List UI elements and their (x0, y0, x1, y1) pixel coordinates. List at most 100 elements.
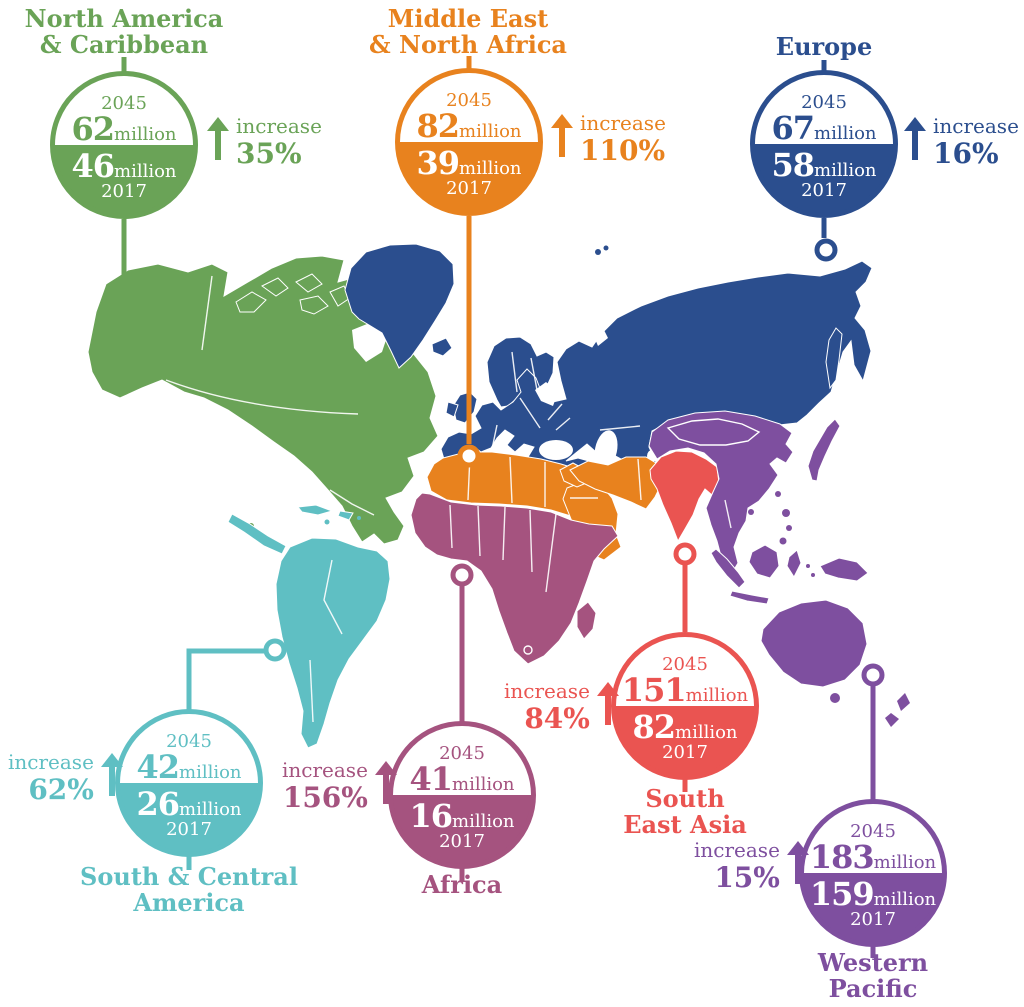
map-pin-western-pacific (861, 663, 885, 687)
unit-label: million (873, 889, 937, 910)
increase-percent: 15% (714, 861, 780, 894)
increase-word: increase (236, 114, 322, 138)
past-year-label: 2017 (166, 819, 212, 840)
unit-label: million (452, 774, 515, 795)
region-title-europe: Europe (775, 32, 873, 61)
unit-label: million (179, 762, 242, 783)
increase-europe: increase 16% (903, 116, 1019, 169)
past-year-label: 2017 (446, 178, 492, 199)
future-value: 151 (621, 671, 687, 709)
map-pin-south-central-america (263, 638, 287, 662)
increase-arrow-icon (596, 682, 620, 726)
unit-label: million (114, 124, 177, 145)
unit-label: million (459, 121, 522, 142)
stat-circle: 2045 82 million 39 million 2017 (395, 68, 543, 216)
increase-percent: 35% (236, 137, 302, 170)
connector-europe (814, 60, 838, 262)
connector-africa (450, 563, 474, 882)
increase-word: increase (933, 114, 1019, 138)
stat-circle: 2045 42 million 26 million 2017 (115, 709, 263, 857)
increase-word: increase (580, 111, 666, 135)
connector-south-central-america (186, 638, 287, 870)
increase-arrow-icon (100, 753, 124, 797)
region-shape-south-central-america (227, 504, 391, 749)
region-title-north-america-caribbean: North America & Caribbean (24, 4, 224, 59)
increase-south-east-asia: increase 84% (504, 681, 620, 734)
unit-label: million (114, 161, 177, 182)
unit-label: million (459, 158, 522, 179)
future-value: 62 (71, 110, 115, 148)
past-value: 39 (416, 144, 460, 182)
future-year-label: 2045 (662, 654, 708, 675)
region-badge-middle-east-north-africa: 2045 82 million 39 million 2017 (395, 68, 543, 216)
increase-word: increase (694, 838, 780, 862)
unit-label: million (685, 685, 749, 706)
region-badge-africa: 2045 41 million 16 million 2017 (388, 721, 536, 869)
unit-label: million (452, 811, 515, 832)
country-borders (165, 275, 732, 723)
increase-africa: increase 156% (282, 760, 398, 813)
future-year-label: 2045 (850, 821, 896, 842)
region-badge-western-pacific: 2045 183 million 159 million 2017 (799, 799, 947, 947)
increase-middle-east-north-africa: increase 110% (550, 113, 666, 166)
increase-percent: 156% (282, 781, 368, 814)
region-title-africa: Africa (421, 870, 503, 899)
future-year-label: 2045 (101, 93, 147, 114)
increase-percent: 62% (28, 773, 94, 806)
increase-word: increase (504, 679, 590, 703)
connector-middle-east-north-africa (457, 56, 481, 468)
increase-arrow-icon (374, 761, 398, 805)
region-title-western-pacific: Western Pacific (817, 948, 929, 1003)
increase-arrow-icon (206, 117, 230, 161)
past-year-label: 2017 (439, 831, 485, 852)
increase-word: increase (282, 758, 368, 782)
past-value: 16 (409, 797, 453, 835)
past-value: 58 (771, 146, 815, 184)
past-value: 159 (809, 875, 875, 913)
map-pin-africa (450, 563, 474, 587)
past-year-label: 2017 (801, 180, 847, 201)
region-title-south-east-asia: South East Asia (623, 784, 747, 839)
increase-word: increase (8, 750, 94, 774)
future-value: 41 (409, 760, 453, 798)
increase-percent: 110% (580, 134, 666, 167)
future-value: 183 (809, 838, 875, 876)
unit-label: million (873, 852, 937, 873)
region-shape-western-pacific (648, 410, 910, 727)
region-badge-south-central-america: 2045 42 million 26 million 2017 (115, 709, 263, 857)
stat-circle: 2045 62 million 46 million 2017 (50, 71, 198, 219)
stat-circle: 2045 183 million 159 million 2017 (799, 799, 947, 947)
increase-arrow-icon (903, 117, 927, 161)
stat-circle: 2045 151 million 82 million 2017 (611, 632, 759, 780)
past-year-label: 2017 (850, 909, 896, 930)
past-year-label: 2017 (101, 181, 147, 202)
unit-label: million (814, 160, 877, 181)
future-year-label: 2045 (166, 731, 212, 752)
connector-south-east-asia (673, 542, 697, 792)
stat-circle: 2045 67 million 58 million 2017 (750, 70, 898, 218)
increase-western-pacific: increase 15% (694, 840, 810, 893)
map-pin-middle-east-north-africa (457, 444, 481, 468)
increase-arrow-icon (550, 114, 574, 158)
increase-south-central-america: increase 62% (8, 752, 124, 805)
increase-north-america-caribbean: increase 35% (206, 116, 322, 169)
past-year-label: 2017 (662, 742, 708, 763)
future-year-label: 2045 (446, 90, 492, 111)
unit-label: million (675, 722, 738, 743)
region-title-middle-east-north-africa: Middle East & North Africa (369, 4, 567, 59)
unit-label: million (179, 799, 242, 820)
future-year-label: 2045 (801, 92, 847, 113)
map-pin-europe (814, 238, 838, 262)
unit-label: million (814, 123, 877, 144)
map-pin-south-east-asia (673, 542, 697, 566)
future-value: 42 (136, 748, 180, 786)
past-value: 82 (632, 708, 676, 746)
increase-percent: 16% (933, 137, 999, 170)
region-badge-south-east-asia: 2045 151 million 82 million 2017 (611, 632, 759, 780)
connector-western-pacific (861, 663, 885, 958)
increase-arrow-icon (786, 841, 810, 885)
region-title-south-central-america: South & Central America (80, 862, 298, 917)
stat-circle: 2045 41 million 16 million 2017 (388, 721, 536, 869)
